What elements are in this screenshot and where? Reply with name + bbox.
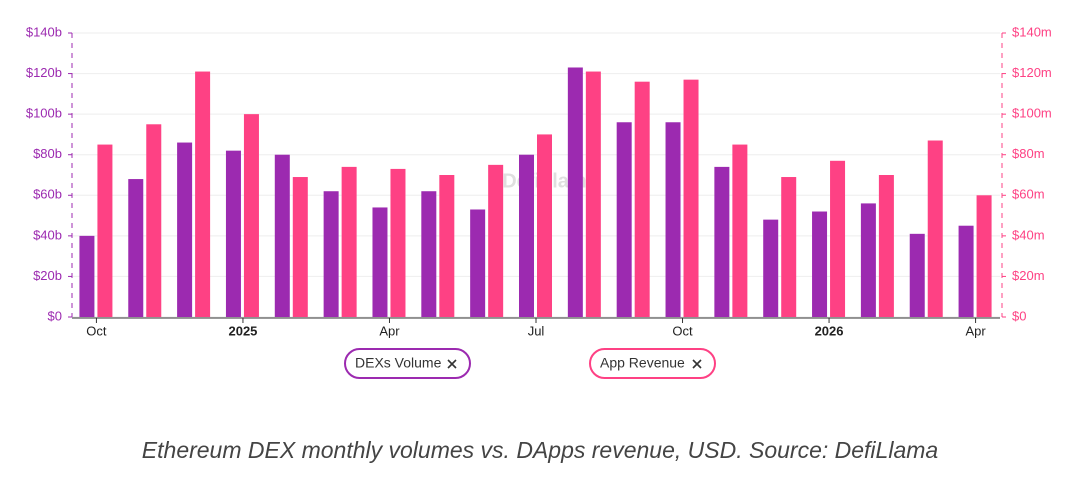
bar	[146, 124, 162, 318]
bar	[714, 166, 730, 317]
legend-item[interactable]: DEXs Volume	[344, 348, 471, 379]
bar	[225, 150, 241, 317]
legend-close-icon	[447, 359, 457, 369]
bar	[616, 122, 632, 317]
y2-tick-label: $80m	[1012, 146, 1045, 161]
bar	[274, 154, 290, 317]
legend-label: App Revenue	[600, 355, 685, 371]
y2-tick-label: $100m	[1012, 106, 1052, 121]
x-tick-label: Apr	[379, 323, 400, 338]
y-tick-label: $0	[48, 308, 62, 323]
x-tick-label: Jul	[528, 323, 545, 338]
bar	[292, 177, 308, 317]
bar	[421, 191, 437, 317]
y-tick-label: $120b	[26, 65, 62, 80]
y-tick-label: $140b	[26, 24, 62, 39]
y-tick-label: $60b	[33, 187, 62, 202]
bar	[732, 144, 748, 317]
bar	[812, 211, 828, 317]
y2-tick-label: $20m	[1012, 268, 1045, 283]
y-tick-label: $80b	[33, 146, 62, 161]
bar	[372, 207, 388, 317]
legend-chip	[344, 348, 471, 379]
x-tick-label: Apr	[965, 323, 986, 338]
bar	[390, 168, 406, 317]
y2-tick-label: $60m	[1012, 187, 1045, 202]
y2-tick-label: $0	[1012, 308, 1026, 323]
bar	[830, 160, 846, 317]
y2-tick-label: $120m	[1012, 65, 1052, 80]
y2-tick-label: $40m	[1012, 227, 1045, 242]
x-tick-label: 2025	[228, 323, 257, 338]
bar	[665, 122, 681, 317]
legend-item[interactable]: App Revenue	[589, 348, 716, 379]
y-tick-label: $40b	[33, 227, 62, 242]
bar	[79, 235, 95, 317]
bar	[909, 233, 925, 317]
bar	[470, 209, 486, 317]
bar	[519, 154, 534, 317]
bar	[195, 71, 211, 318]
x-tick-label: Oct	[672, 323, 693, 338]
bar	[860, 203, 876, 317]
bar	[488, 164, 504, 317]
bar	[878, 175, 894, 317]
y-tick-label: $100b	[26, 106, 62, 121]
bar	[976, 195, 992, 317]
bar	[927, 140, 943, 317]
legend-chip	[589, 348, 716, 379]
bar	[634, 81, 650, 317]
bar	[128, 179, 144, 317]
x-tick-label: 2026	[815, 323, 844, 338]
bar	[683, 79, 699, 318]
bar	[567, 67, 583, 317]
x-tick-label: Oct	[86, 323, 107, 338]
bar	[341, 166, 357, 317]
bar	[763, 219, 779, 317]
legend-label: DEXs Volume	[355, 355, 442, 371]
bar	[781, 177, 797, 317]
caption: Ethereum DEX monthly volumes vs. DApps r…	[142, 437, 938, 463]
y2-tick-label: $140m	[1012, 24, 1052, 39]
y-tick-label: $20b	[33, 268, 62, 283]
bar	[323, 191, 339, 317]
bar	[243, 114, 259, 318]
bar	[97, 144, 113, 317]
bar	[585, 71, 601, 318]
bar	[958, 225, 974, 317]
bar	[177, 142, 193, 317]
bar	[439, 175, 455, 317]
bar	[537, 134, 552, 317]
legend-close-icon	[692, 359, 702, 369]
